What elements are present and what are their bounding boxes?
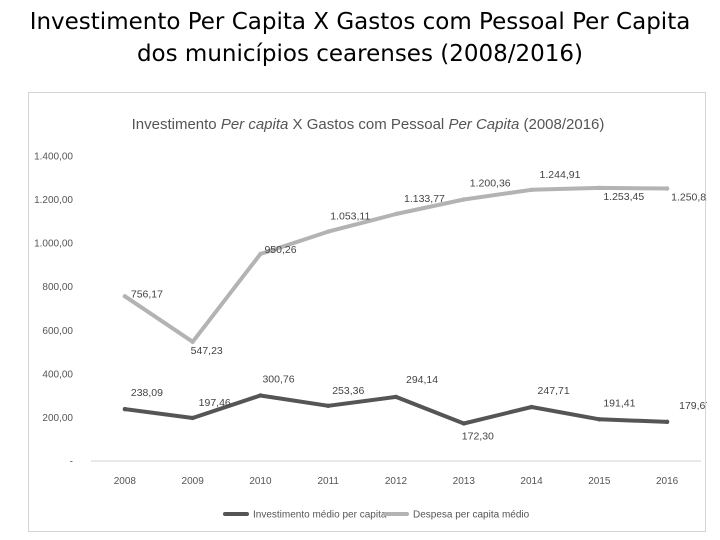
x-tick-label: 2013 [453, 476, 476, 487]
data-point [258, 393, 263, 398]
data-label: 253,36 [332, 385, 364, 397]
data-point [258, 251, 263, 257]
chart-title: Investimento Per capita X Gastos com Pes… [132, 116, 605, 133]
chart-title-part: Per Capita [448, 116, 519, 133]
chart-title-part: Investimento [132, 116, 221, 133]
y-tick-label: 1.200,00 [34, 195, 73, 206]
slide-title-line-2: dos municípios cearenses (2008/2016) [136, 41, 584, 67]
x-tick-label: 2014 [520, 476, 543, 487]
data-point [529, 404, 534, 410]
data-point [664, 186, 670, 191]
data-point [597, 417, 602, 422]
y-tick-label: 800,00 [42, 282, 73, 293]
legend-label: Despesa per capita médio [413, 510, 530, 521]
data-point [190, 339, 195, 344]
y-tick-label: 1.400,00 [34, 152, 73, 163]
line-chart: Investimento Per capita X Gastos com Pes… [34, 116, 707, 521]
data-label: 1.053,11 [330, 211, 370, 223]
y-tick-label: 1.000,00 [34, 239, 73, 250]
y-tick-label: 400,00 [42, 369, 73, 380]
legend-label: Investimento médio per capita [253, 510, 387, 521]
series-line-2 [122, 185, 670, 344]
data-label: 1.253,45 [603, 191, 644, 203]
data-label: 172,30 [462, 430, 494, 442]
data-point [122, 406, 128, 412]
data-label: 179,67 [679, 400, 707, 412]
data-point [393, 211, 399, 217]
y-tick-label: - [70, 457, 73, 468]
chart-frame: Investimento Per capita X Gastos com Pes… [28, 92, 707, 532]
data-label: 547,23 [191, 345, 223, 357]
data-label: 294,14 [406, 374, 438, 386]
data-label: 247,71 [538, 385, 570, 397]
data-point [190, 415, 195, 421]
data-point [393, 394, 399, 400]
data-label: 950,26 [264, 244, 296, 256]
data-label: 191,41 [603, 397, 635, 409]
data-point [122, 294, 128, 299]
y-tick-label: 200,00 [42, 413, 73, 424]
chart-title-part: Per capita [221, 116, 289, 133]
data-point [597, 185, 602, 191]
data-label: 238,09 [131, 387, 163, 399]
data-label: 197,46 [199, 397, 231, 409]
x-tick-label: 2015 [588, 476, 611, 487]
data-point [461, 421, 466, 426]
x-tick-label: 2008 [114, 476, 137, 487]
x-tick-label: 2012 [385, 476, 408, 487]
data-label: 1.200,36 [470, 177, 511, 189]
data-point [664, 419, 670, 425]
data-label: 756,17 [131, 288, 163, 300]
slide-title-line-1: Investimento Per Capita X Gastos com Pes… [29, 9, 691, 35]
chart-title-part: (2008/2016) [519, 116, 604, 133]
x-tick-label: 2011 [317, 476, 339, 487]
x-tick-label: 2010 [249, 476, 272, 487]
data-point [326, 403, 331, 409]
data-label: 1.250,82 [671, 191, 707, 203]
data-label: 300,76 [262, 373, 294, 385]
data-label: 1.133,77 [404, 193, 445, 205]
slide-title: Investimento Per Capita X Gastos com Pes… [0, 6, 720, 70]
data-label: 1.244,91 [540, 169, 581, 181]
chart-title-part: X Gastos com Pessoal [288, 116, 448, 133]
y-tick-label: 600,00 [42, 326, 73, 337]
x-tick-label: 2009 [182, 476, 205, 487]
x-tick-label: 2016 [656, 476, 679, 487]
data-point [529, 187, 534, 192]
data-point [461, 197, 466, 202]
data-point [326, 229, 331, 234]
